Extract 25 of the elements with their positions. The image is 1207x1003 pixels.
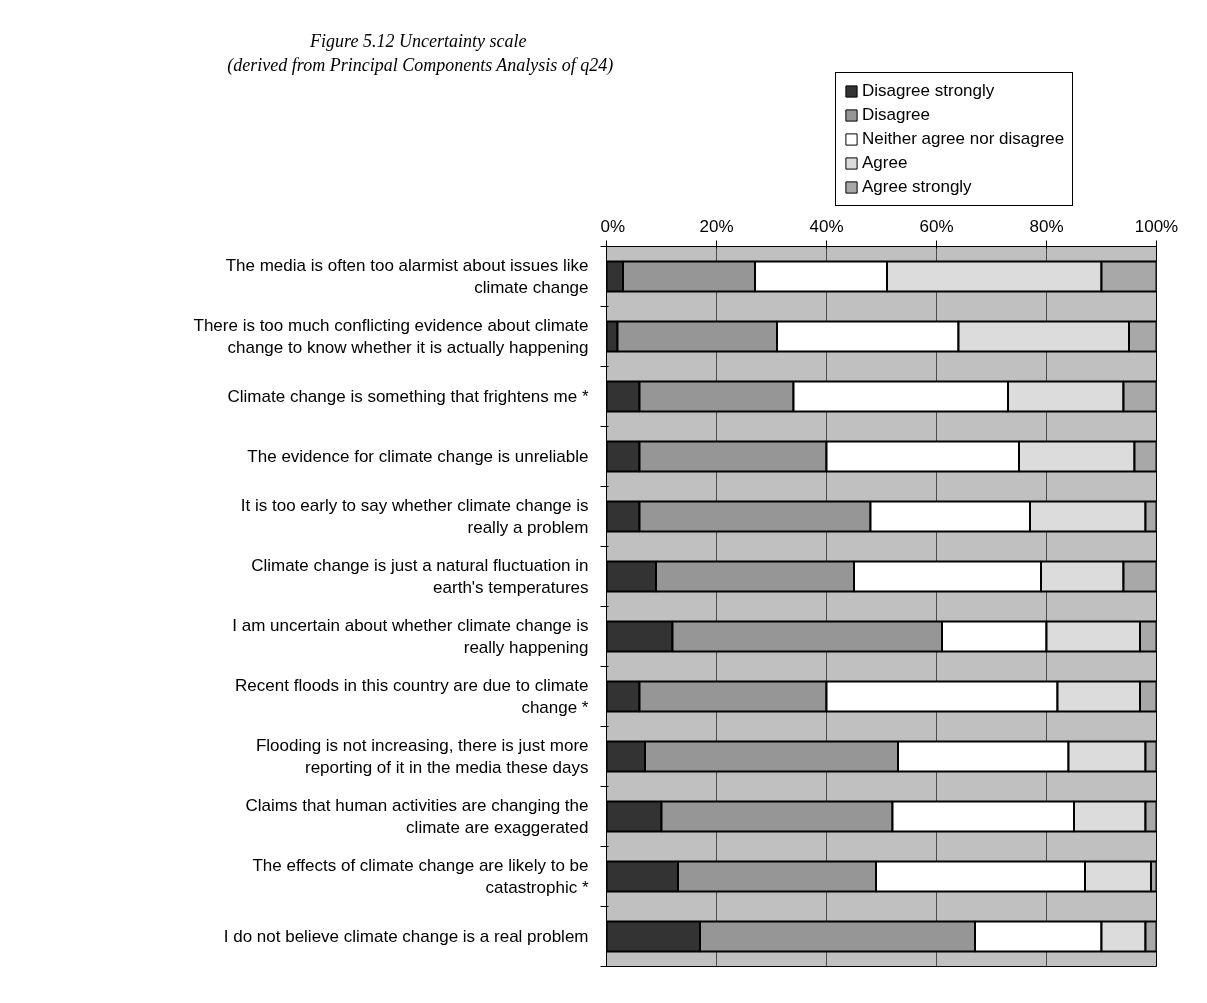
legend-label: Agree: [862, 153, 908, 173]
legend-label: Disagree: [862, 105, 931, 125]
y-tick-label: Flooding is not increasing, there is just more reporting of it in the media these days: [255, 736, 589, 777]
y-tick-label: The media is often too alarmist about issues like climate change: [225, 256, 589, 297]
y-tick-label: It is too early to say whether climate change is really a problem: [240, 496, 589, 537]
y-tick-label: Climate change is just a natural fluctuation in earth's temperatures: [251, 556, 589, 597]
x-tick-label: 60%: [919, 216, 954, 236]
x-tick-label: 80%: [1029, 216, 1064, 236]
x-tick-label: 100%: [1134, 216, 1179, 236]
text: (derived from Principal Components Analysis of q24): [227, 54, 614, 76]
text: Figure 5.12 Uncertainty scale: [309, 30, 527, 51]
y-tick-label: I am uncertain about whether climate change is really happening: [232, 616, 589, 657]
y-tick-label: Claims that human activities are changing the climate are exaggerated: [245, 796, 589, 837]
x-tick-label: 20%: [699, 216, 734, 236]
legend-label: Agree strongly: [862, 177, 972, 197]
y-tick-label: There is too much conflicting evidence about climate change to know whether it is actually happening: [193, 316, 589, 357]
y-tick-label: Climate change is something that frightens me *: [227, 387, 589, 406]
y-tick-label: Recent floods in this country are due to climate change *: [235, 676, 589, 717]
y-tick-label: I do not believe climate change is a real problem: [223, 927, 589, 946]
legend-label: Disagree strongly: [862, 81, 995, 101]
y-tick-label: The evidence for climate change is unreliable: [247, 447, 589, 466]
x-tick-label: 0%: [600, 216, 626, 236]
legend-label: Neither agree nor disagree: [862, 129, 1065, 149]
y-tick-label: The effects of climate change are likely to be catastrophic *: [252, 856, 589, 897]
x-tick-label: 40%: [809, 216, 844, 236]
